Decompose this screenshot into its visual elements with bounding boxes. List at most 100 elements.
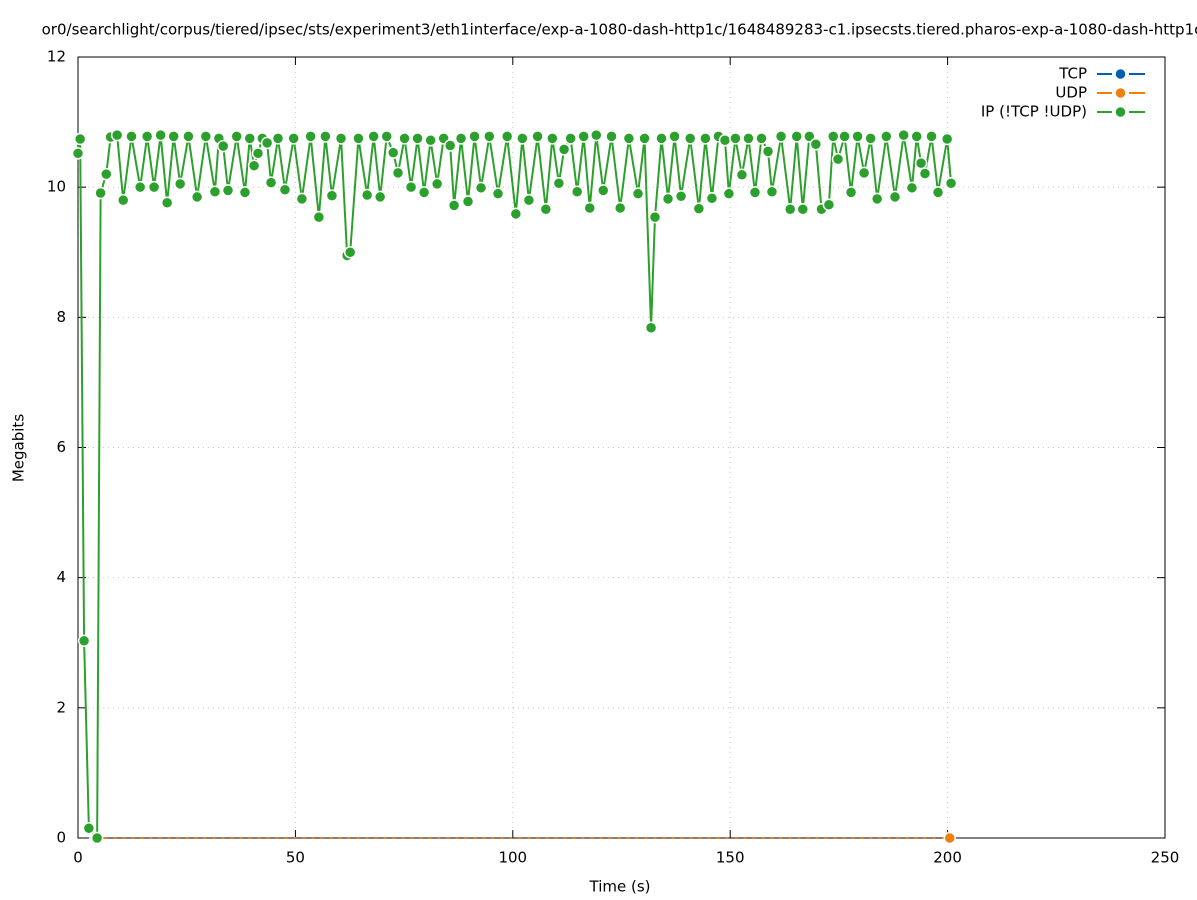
data-point <box>940 132 954 146</box>
data-point <box>914 156 928 170</box>
data-point <box>380 130 393 143</box>
data-point <box>447 199 461 212</box>
data-point <box>748 186 762 199</box>
data-point <box>208 185 222 198</box>
data-point <box>199 130 213 143</box>
x-axis-label: Time (s) <box>589 878 651 896</box>
data-point <box>190 190 204 204</box>
data-point <box>430 177 444 191</box>
data-point <box>809 137 823 151</box>
data-point <box>391 166 405 180</box>
data-point <box>404 180 418 194</box>
data-point <box>539 203 553 216</box>
data-point <box>596 184 610 197</box>
data-point <box>247 159 261 172</box>
data-point <box>352 132 365 145</box>
data-point <box>182 130 195 143</box>
data-point <box>631 187 645 200</box>
x-tick-label: 200 <box>933 849 962 867</box>
data-point <box>73 132 87 146</box>
data-point <box>888 190 902 204</box>
data-point <box>522 193 536 207</box>
legend-label: UDP <box>1055 84 1087 102</box>
data-point <box>411 132 424 145</box>
data-point <box>343 246 357 259</box>
data-point <box>468 130 481 143</box>
data-point <box>287 132 300 145</box>
data-point <box>944 177 958 190</box>
data-point <box>509 207 523 221</box>
legend-label: TCP <box>1058 65 1087 83</box>
data-point <box>260 136 274 150</box>
y-tick-label: 2 <box>56 698 66 716</box>
data-point <box>918 167 932 180</box>
data-point <box>500 130 514 143</box>
data-point <box>90 831 104 845</box>
data-point <box>755 132 768 145</box>
data-point <box>870 192 884 206</box>
x-tick-label: 100 <box>498 849 527 867</box>
data-point <box>880 130 893 143</box>
data-point <box>644 321 658 334</box>
data-point <box>546 132 559 145</box>
data-point <box>531 130 544 143</box>
data-point <box>474 181 488 195</box>
data-point <box>154 128 167 142</box>
data-point <box>774 130 788 143</box>
chart-title: or0/searchlight/corpus/tiered/ipsec/sts/… <box>42 21 1197 39</box>
data-point <box>613 201 627 215</box>
data-point <box>638 132 651 145</box>
data-point <box>831 152 845 166</box>
data-point <box>577 130 590 143</box>
data-point <box>251 147 265 160</box>
y-tick-label: 0 <box>56 829 66 847</box>
data-point <box>110 128 124 142</box>
data-point <box>765 185 779 198</box>
data-point <box>443 139 457 152</box>
data-point <box>216 139 230 153</box>
data-point <box>648 210 662 224</box>
data-point <box>655 132 668 145</box>
data-point <box>897 128 910 142</box>
data-point <box>325 189 339 202</box>
y-tick-label: 8 <box>56 308 66 326</box>
data-point <box>147 180 161 194</box>
data-point <box>864 132 877 145</box>
data-point <box>360 188 374 202</box>
data-point <box>583 201 597 215</box>
data-point <box>925 130 938 143</box>
data-point <box>373 190 387 204</box>
data-point <box>424 134 437 147</box>
data-point <box>398 132 411 145</box>
data-point <box>790 130 803 143</box>
y-tick-label: 12 <box>47 48 66 66</box>
data-point <box>304 130 317 143</box>
y-tick-label: 4 <box>56 568 66 586</box>
x-tick-label: 50 <box>286 849 305 867</box>
data-point <box>417 186 431 199</box>
data-point <box>312 210 326 224</box>
data-point <box>943 831 957 845</box>
data-point <box>622 132 636 145</box>
legend-marker <box>1114 67 1127 81</box>
data-point <box>71 147 85 160</box>
data-point <box>133 180 147 194</box>
data-point <box>461 195 475 208</box>
data-point <box>483 130 496 143</box>
data-point <box>243 132 256 145</box>
data-point <box>844 186 858 199</box>
data-point <box>803 130 816 143</box>
data-point <box>160 196 174 210</box>
data-point <box>557 143 571 156</box>
data-point <box>683 132 697 145</box>
data-point <box>910 130 923 143</box>
data-point <box>705 191 719 205</box>
y-axis-label: Megabits <box>10 414 28 482</box>
data-point <box>826 130 840 143</box>
x-tick-label: 0 <box>73 849 83 867</box>
data-point <box>722 187 736 200</box>
data-point <box>295 192 309 206</box>
data-point <box>386 146 400 159</box>
data-point <box>564 132 577 145</box>
data-point <box>367 130 380 143</box>
